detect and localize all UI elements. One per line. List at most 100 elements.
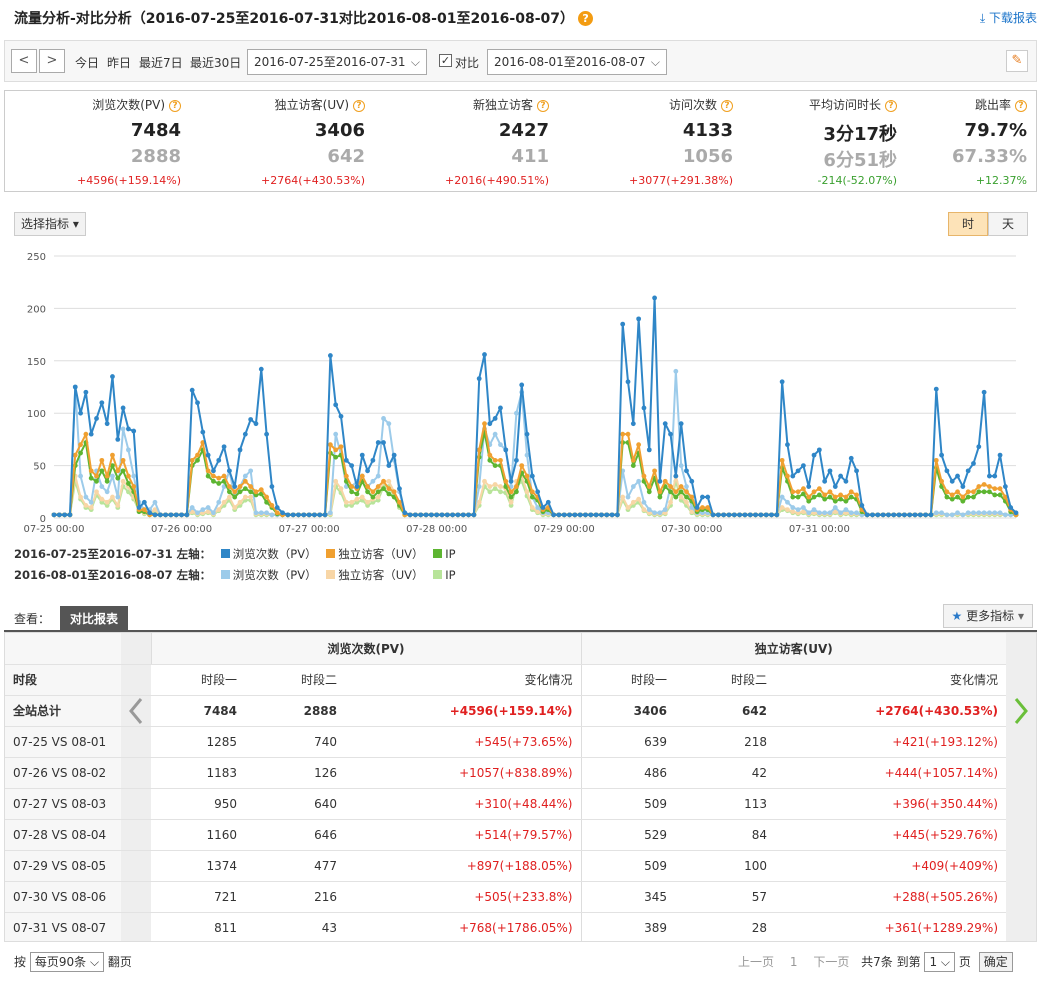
data-point[interactable] [381,440,386,445]
confirm-button[interactable]: 确定 [978,952,1013,972]
tab-compare-report[interactable]: 对比报表 [60,606,129,632]
data-point[interactable] [78,473,83,479]
data-point[interactable] [843,498,849,504]
data-point[interactable] [753,512,758,518]
data-point[interactable] [88,431,94,437]
data-point[interactable] [115,437,121,442]
data-point[interactable] [801,463,806,468]
data-point[interactable] [375,494,381,500]
data-point[interactable] [822,510,828,516]
data-point[interactable] [625,494,631,500]
data-point[interactable] [375,484,381,489]
legend-item[interactable]: 浏览次数（PV） [232,568,317,582]
data-point[interactable] [625,379,631,385]
data-point[interactable] [200,507,206,513]
data-point[interactable] [684,484,689,489]
data-point[interactable] [689,478,695,484]
data-point[interactable] [1002,494,1008,500]
data-point[interactable] [221,499,227,505]
data-point[interactable] [806,484,812,489]
data-point[interactable] [157,512,163,518]
data-point[interactable] [333,454,339,460]
data-point[interactable] [976,484,982,489]
help-icon[interactable]: ? [169,100,181,112]
data-point[interactable] [498,442,503,448]
data-point[interactable] [110,374,115,379]
data-point[interactable] [99,484,105,489]
data-point[interactable] [673,494,679,500]
data-point[interactable] [88,475,94,481]
data-point[interactable] [301,512,307,518]
data-point[interactable] [322,512,328,518]
data-point[interactable] [630,499,636,505]
data-point[interactable] [317,512,323,518]
data-point[interactable] [503,478,509,484]
data-point[interactable] [168,512,174,518]
data-point[interactable] [136,505,142,510]
data-point[interactable] [657,494,663,500]
data-point[interactable] [843,507,849,513]
data-point[interactable] [769,512,774,518]
data-point[interactable] [513,489,519,495]
data-point[interactable] [386,491,392,497]
data-point[interactable] [349,484,355,489]
data-point[interactable] [997,510,1003,516]
data-point[interactable] [636,496,642,502]
data-point[interactable] [758,512,764,518]
data-point[interactable] [614,512,620,518]
data-point[interactable] [487,452,493,458]
data-point[interactable] [705,494,711,500]
data-point[interactable] [923,512,929,518]
data-point[interactable] [83,503,89,508]
data-point[interactable] [668,499,673,505]
data-point[interactable] [673,368,679,374]
data-point[interactable] [593,512,599,518]
data-point[interactable] [838,492,844,498]
data-point[interactable] [476,447,482,453]
data-point[interactable] [359,452,365,458]
data-point[interactable] [678,463,684,468]
data-point[interactable] [795,507,801,513]
data-point[interactable] [971,489,976,495]
data-point[interactable] [131,428,137,434]
data-point[interactable] [625,505,631,510]
data-point[interactable] [381,478,386,484]
col-pv-p1[interactable]: 时段一 [151,664,245,696]
data-point[interactable] [827,468,833,474]
data-point[interactable] [838,510,844,516]
data-point[interactable] [662,478,668,484]
data-point[interactable] [657,478,663,484]
data-point[interactable] [955,489,960,495]
data-point[interactable] [264,494,269,500]
data-point[interactable] [78,442,83,448]
data-point[interactable] [115,468,121,474]
data-point[interactable] [264,431,269,437]
data-point[interactable] [189,387,195,393]
data-point[interactable] [370,489,376,495]
data-point[interactable] [120,405,126,411]
data-point[interactable] [386,486,392,492]
data-point[interactable] [673,489,679,495]
data-point[interactable] [806,498,812,504]
data-point[interactable] [960,498,966,504]
data-point[interactable] [78,410,83,416]
data-point[interactable] [620,494,626,500]
data-point[interactable] [391,489,397,495]
data-point[interactable] [195,452,200,458]
page-size-select[interactable]: 每页90条 ⌵ [29,952,105,972]
data-point[interactable] [498,484,503,489]
data-point[interactable] [498,489,503,495]
data-point[interactable] [327,510,333,516]
data-point[interactable] [801,509,806,515]
scroll-right-panel[interactable] [1006,633,1036,941]
data-point[interactable] [226,494,232,500]
data-point[interactable] [816,447,822,453]
data-point[interactable] [211,478,216,484]
data-point[interactable] [684,499,689,505]
data-point[interactable] [476,376,482,382]
data-point[interactable] [333,447,339,453]
col-uv-change[interactable]: 变化情况 [775,664,1006,696]
data-point[interactable] [189,505,195,510]
data-point[interactable] [641,473,647,479]
data-point[interactable] [700,494,705,500]
